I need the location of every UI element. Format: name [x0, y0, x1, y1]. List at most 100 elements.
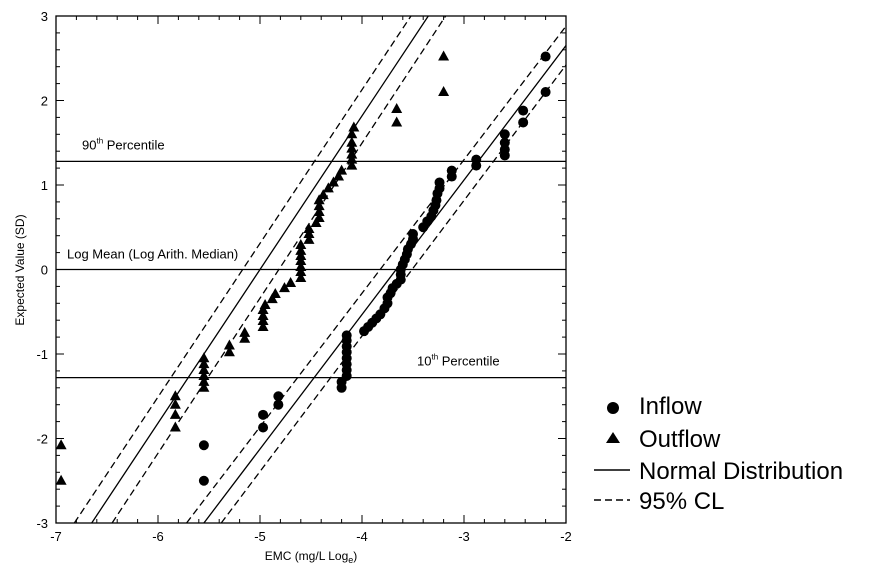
outflow-point-4: [169, 398, 181, 409]
outflow-point-13: [223, 339, 235, 350]
outflow-point-21: [266, 293, 278, 304]
outflow-point-0: [55, 474, 67, 485]
fit-line-inflow-0: [203, 45, 566, 523]
y-tick-label-0: -3: [36, 516, 48, 531]
outflow-point-16: [257, 320, 269, 331]
outflow-point-14: [239, 332, 251, 343]
reference-line-label-1: Log Mean (Log Arith. Median): [67, 247, 238, 262]
outflow-point-30: [295, 244, 307, 255]
inflow-point-52: [499, 137, 510, 148]
outflow-point-40: [317, 189, 329, 200]
outflow-point-2: [169, 421, 181, 432]
reference-line-label-main-2: 10: [417, 354, 431, 369]
outflow-point-55: [438, 50, 450, 61]
outflow-point-3: [169, 408, 181, 419]
outflow-point-43: [333, 170, 345, 181]
inflow-point-54: [518, 117, 529, 128]
outflow-point-48: [346, 142, 358, 153]
inflow-point-5: [273, 391, 284, 402]
reference-line-label-main-0: 90: [82, 137, 96, 152]
outflow-point-22: [269, 288, 281, 299]
confidence-line-inflow-2: [186, 25, 566, 523]
inflow-point-53: [499, 129, 510, 140]
y-tick-label-4: 1: [41, 178, 48, 193]
outflow-point-54: [438, 86, 450, 97]
y-tick-label-5: 2: [41, 94, 48, 109]
x-tick-label-1: -6: [152, 529, 164, 544]
outflow-point-49: [346, 136, 358, 147]
y-tick-label-1: -2: [36, 432, 48, 447]
outflow-point-35: [310, 217, 322, 228]
outflow-point-52: [391, 116, 403, 127]
outflow-point-34: [303, 222, 315, 233]
outflow-point-37: [313, 206, 325, 217]
outflow-point-51: [348, 121, 360, 132]
legend-item-normal-distribution: Normal Distribution: [594, 458, 843, 485]
inflow-point-0: [198, 475, 209, 486]
outflow-point-29: [295, 249, 307, 260]
outflow-point-42: [327, 176, 339, 187]
outflow-point-45: [346, 159, 358, 170]
y-tick-label-6: 3: [41, 9, 48, 24]
outflow-point-26: [295, 266, 307, 277]
legend-label: Normal Distribution: [639, 458, 843, 485]
outflow-point-31: [295, 238, 307, 249]
inflow-point-47: [446, 165, 457, 176]
inflow-point-45: [434, 177, 445, 188]
x-tick-label-3: -4: [356, 529, 368, 544]
outflow-point-7: [198, 375, 210, 386]
legend-item-inflow: Inflow: [607, 393, 702, 420]
inflow-point-49: [471, 154, 482, 165]
x-axis-title-subscript: e: [348, 555, 353, 565]
outflow-point-33: [303, 228, 315, 239]
outflow-point-27: [295, 260, 307, 271]
reference-line-label-0: 90th Percentile: [82, 136, 165, 152]
outflow-point-24: [285, 277, 297, 288]
outflow-point-28: [295, 255, 307, 266]
outflow-point-25: [295, 271, 307, 282]
inflow-point-2: [258, 422, 269, 433]
axis-ticks: -7 -6 -5 -4 -3 -2 -3 -2 -1 0 1 2 3: [36, 9, 571, 544]
x-tick-label-0: -7: [50, 529, 62, 544]
inflow-point-57: [540, 51, 551, 62]
outflow-point-32: [303, 233, 315, 244]
outflow-point-8: [198, 369, 210, 380]
outflow-point-5: [169, 390, 181, 401]
outflow-point-41: [322, 182, 334, 193]
outflow-point-19: [257, 304, 269, 315]
reference-line-label-2: 10th Percentile: [417, 353, 500, 369]
data-points: [55, 50, 551, 486]
inflow-point-55: [518, 105, 529, 116]
x-axis-title-close: ): [353, 549, 357, 563]
outflow-point-6: [198, 381, 210, 392]
legend-item-outflow: Outflow: [606, 426, 721, 453]
x-axis-title: EMC (mg/L Loge): [265, 549, 358, 565]
outflow-point-12: [223, 346, 235, 357]
confidence-line-outflow-5: [73, 16, 412, 523]
y-tick-label-2: -1: [36, 347, 48, 362]
x-tick-label-5: -2: [560, 529, 572, 544]
reference-line-label-sup-2: th: [431, 353, 438, 362]
outflow-point-36: [313, 211, 325, 222]
outflow-point-23: [278, 282, 290, 293]
outflow-point-10: [198, 358, 210, 369]
legend-label: Outflow: [639, 426, 721, 453]
outflow-point-47: [346, 148, 358, 159]
outflow-point-1: [55, 439, 67, 450]
x-tick-label-2: -5: [254, 529, 266, 544]
y-tick-label-3: 0: [41, 263, 48, 278]
outflow-point-39: [313, 194, 325, 205]
outflow-point-44: [336, 164, 348, 175]
reference-line-label-rest-0: Percentile: [103, 137, 164, 152]
inflow-point-56: [540, 87, 551, 98]
legend: Inflow Outflow Normal Distribution 95% CL: [594, 393, 843, 515]
x-tick-label-4: -3: [458, 529, 470, 544]
legend-item-95-cl: 95% CL: [594, 488, 724, 515]
outflow-point-46: [346, 153, 358, 164]
outflow-point-11: [198, 352, 210, 363]
reference-line-label-rest-2: Percentile: [438, 354, 499, 369]
y-axis-title: Expected Value (SD): [13, 214, 27, 325]
legend-label: Inflow: [639, 393, 702, 420]
